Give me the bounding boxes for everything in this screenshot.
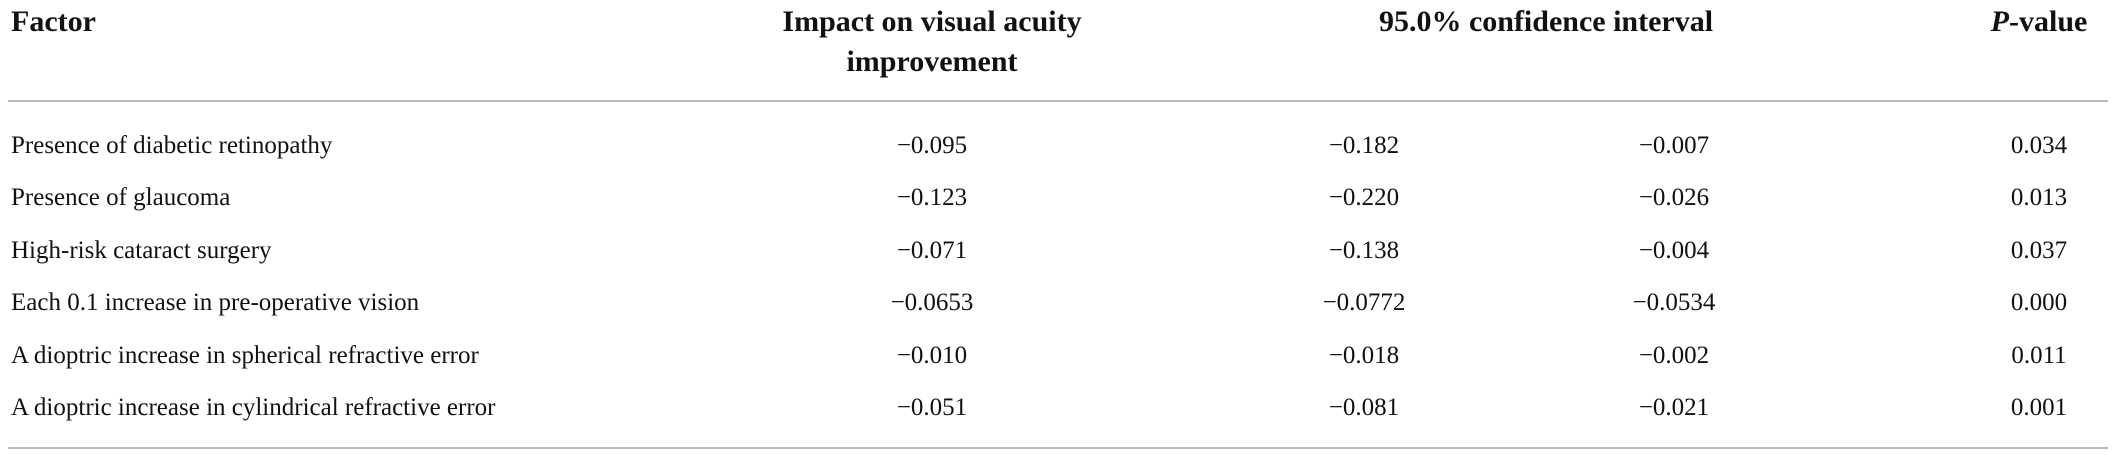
cell-ci-lower: −0.0772 [1322, 289, 1406, 317]
cell-factor: A dioptric increase in cylindrical refra… [11, 394, 496, 421]
cell-impact: −0.010 [896, 341, 968, 369]
cell-factor: Each 0.1 increase in pre-operative visio… [11, 289, 420, 317]
header-p-value: P-value [1991, 3, 2088, 41]
cell-ci-lower: −0.182 [1328, 132, 1400, 159]
cell-impact: −0.095 [896, 132, 968, 159]
cell-p-value: 0.000 [2010, 289, 2068, 317]
cell-ci-upper: −0.007 [1638, 132, 1710, 159]
header-rule [8, 100, 2108, 102]
cell-ci-upper: −0.002 [1638, 341, 1710, 369]
header-impact: Impact on visual acuity improvement [782, 2, 1081, 82]
cell-factor: High-risk cataract surgery [11, 236, 272, 264]
cell-ci-lower: −0.018 [1328, 341, 1400, 369]
cell-ci-upper: −0.004 [1638, 236, 1710, 264]
cell-ci-lower: −0.081 [1328, 394, 1400, 421]
header-ci: 95.0% confidence interval [1378, 5, 1714, 38]
header-impact-line: Impact on visual acuity [782, 5, 1082, 38]
bottom-rule [8, 447, 2108, 449]
cell-factor: Presence of glaucoma [11, 184, 231, 212]
cell-ci-upper: −0.026 [1638, 184, 1710, 212]
cell-ci-lower: −0.220 [1328, 184, 1400, 212]
header-factor: Factor [11, 5, 96, 38]
cell-p-value: 0.037 [2010, 236, 2068, 264]
cell-p-value: 0.034 [2010, 132, 2068, 159]
cell-p-value: 0.013 [2010, 184, 2068, 212]
cell-p-value: 0.001 [2010, 394, 2068, 421]
cell-factor: A dioptric increase in spherical refract… [11, 341, 479, 369]
cell-impact: −0.071 [896, 236, 968, 264]
cell-ci-upper: −0.021 [1638, 394, 1710, 421]
header-p-rest: -value [2009, 5, 2088, 38]
header-impact-line: improvement [846, 45, 1018, 78]
cell-p-value: 0.011 [2011, 341, 2067, 369]
cell-impact: −0.0653 [890, 289, 974, 317]
header-p-italic: P [1990, 5, 2009, 38]
cell-ci-upper: −0.0534 [1632, 289, 1716, 317]
cell-ci-lower: −0.138 [1328, 236, 1400, 264]
cell-impact: −0.123 [896, 184, 968, 212]
cell-factor: Presence of diabetic retinopathy [11, 132, 333, 159]
cell-impact: −0.051 [896, 394, 968, 421]
